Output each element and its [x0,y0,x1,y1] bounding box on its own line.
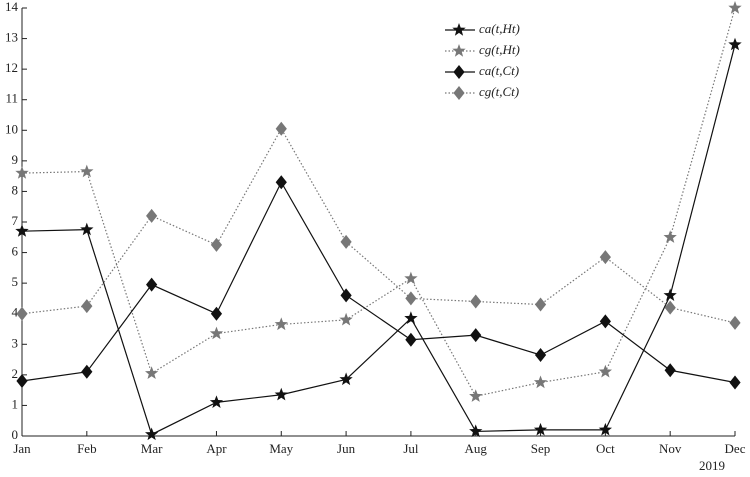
diamond-marker [146,208,158,223]
star-marker [15,166,29,179]
legend: ca(t,Ht) cg(t,Ht) ca(t,Ct) cg(t,Ct) [445,21,520,100]
y-tick-label: 7 [12,213,19,228]
star-marker [469,424,483,438]
series-line [21,7,736,397]
legend-label: ca(t,Ht) [479,21,520,36]
diamond-marker [664,300,676,315]
x-tick-label: Oct [596,441,615,456]
x-tick-label: Aug [465,441,488,456]
star-marker [209,326,224,340]
diamond-marker [275,175,287,190]
series-line [21,127,736,324]
x-tick-label: Apr [206,441,227,456]
star-marker [339,372,353,386]
star-marker [663,230,677,243]
legend-label: ca(t,Ct) [479,63,519,78]
y-tick-label: 12 [5,60,18,75]
x-tick-label: Feb [77,441,97,456]
series-line [21,44,736,436]
x-tick-label: Sep [531,441,551,456]
y-tick-label: 9 [12,152,19,167]
star-marker [598,422,612,436]
diamond-marker [599,314,611,329]
star-marker [469,389,483,402]
star-marker [339,312,353,326]
star-marker [728,1,742,14]
diamond-marker [405,291,417,306]
diamond-marker [16,373,28,388]
diamond-marker [453,86,465,100]
y-tick-label: 5 [12,274,19,289]
y-tick-label: 1 [12,396,19,411]
diamond-marker [81,364,93,379]
diamond-marker [340,234,352,249]
diamond-marker [729,375,741,390]
star-marker [80,164,94,178]
star-marker [80,222,94,236]
star-marker [663,288,677,301]
star-marker [598,364,612,378]
diamond-marker [405,332,417,347]
star-marker [145,427,159,441]
diamond-marker [534,347,547,362]
legend-label: cg(t,Ct) [479,84,519,99]
star-marker [274,387,288,401]
diamond-marker [16,306,28,321]
star-marker [209,395,224,408]
diamond-marker [664,363,676,378]
y-tick-label: 14 [5,0,19,14]
star-marker [15,224,29,237]
diamond-marker [210,306,223,321]
star-marker [533,422,548,436]
star-marker [404,271,418,285]
y-tick-label: 11 [5,91,18,106]
x-tick-label: Nov [659,441,682,456]
diamond-marker [453,65,465,79]
y-tick-label: 0 [12,427,19,442]
diamond-marker [729,315,741,330]
diamond-marker [81,299,93,314]
x-tick-label: Jun [337,441,356,456]
star-marker [452,44,466,57]
diamond-marker [340,288,352,303]
y-tick-label: 6 [12,244,19,259]
star-marker [145,366,159,379]
diamond-marker [146,277,158,292]
y-tick-label: 2 [12,366,19,381]
y-tick-label: 3 [12,335,19,350]
y-tick-label: 13 [5,30,18,45]
x-tick-label: May [269,441,293,456]
x-tick-label: Mar [141,441,163,456]
star-marker [533,375,548,389]
y-tick-label: 10 [5,121,18,136]
star-marker [728,37,742,51]
star-marker [452,23,466,36]
diamond-marker [470,328,482,343]
diamond-marker [275,121,287,136]
x-tick-label: Jan [13,441,31,456]
y-tick-label: 4 [12,305,19,320]
y-tick-label: 8 [12,182,19,197]
diamond-marker [210,237,223,252]
x-tick-label: Jul [403,441,419,456]
legend-label: cg(t,Ht) [479,42,520,57]
x-tick-label: Dec [725,441,746,456]
diamond-marker [599,250,611,265]
diamond-marker [470,294,482,309]
star-marker [274,317,288,331]
star-marker [404,311,418,324]
diamond-marker [534,297,547,312]
series-line [21,180,736,384]
year-annotation: 2019 [699,458,725,473]
